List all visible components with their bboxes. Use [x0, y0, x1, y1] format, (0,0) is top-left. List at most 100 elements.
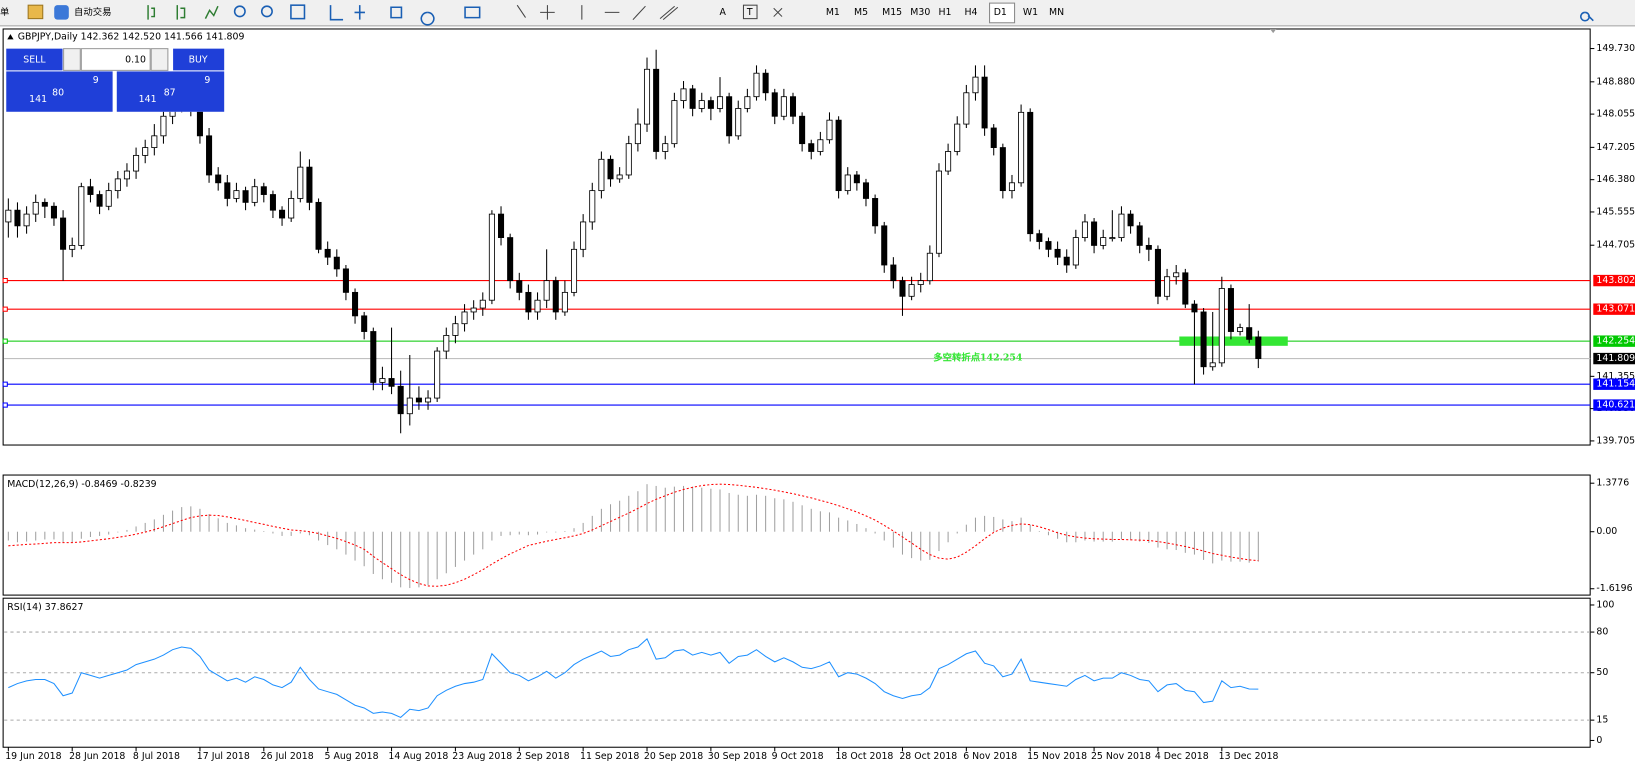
candle-body [689, 88, 696, 109]
candle-body [835, 119, 842, 192]
toolbar: 单 自动交易 A T [0, 0, 1635, 27]
candle-body [1036, 233, 1043, 242]
candle-body [60, 217, 67, 250]
level-label: 141.154 [1596, 379, 1635, 390]
x-tick-label: 15 Nov 2018 [1027, 751, 1087, 762]
x-tick-label: 4 Dec 2018 [1155, 751, 1209, 762]
tile[interactable] [290, 4, 306, 20]
timeframe[interactable]: M5 [854, 7, 868, 18]
candle-body [753, 72, 760, 98]
icon[interactable] [27, 4, 44, 20]
candle-body [379, 378, 386, 383]
zoom-icons[interactable] [233, 4, 481, 26]
zoom-in[interactable] [233, 5, 246, 18]
candle-body [233, 190, 240, 199]
buy-button[interactable] [173, 48, 225, 71]
sell-label[interactable]: SELL [23, 55, 46, 66]
candle-body [744, 96, 751, 109]
candle-body [333, 256, 340, 270]
buy-label[interactable]: BUY [189, 55, 208, 66]
candle-body [570, 248, 578, 293]
icon-group[interactable] [147, 5, 219, 20]
candle-body [1054, 248, 1061, 258]
x-tick-label: 8 Jul 2018 [133, 751, 180, 762]
candle-body [662, 143, 669, 152]
candle-body [552, 280, 559, 313]
lot-value[interactable]: 0.10 [125, 55, 146, 66]
candle-body [388, 378, 395, 387]
candle-body [580, 221, 587, 250]
candle-body [96, 194, 103, 207]
y-tick-label: 146.380 [1596, 174, 1635, 185]
candle-body [1237, 327, 1244, 332]
candle-body [789, 96, 797, 117]
auto-trade[interactable]: 自动交易 [74, 6, 111, 18]
candle-body [1209, 362, 1216, 368]
candle-body [1227, 288, 1234, 332]
menu-fragment[interactable]: 单 [0, 6, 9, 18]
candle-body [1027, 111, 1034, 235]
buy-price-box[interactable] [116, 71, 225, 112]
lot-down[interactable] [63, 48, 81, 71]
candle-body [269, 194, 276, 211]
candle-body [142, 147, 149, 156]
candle-body [935, 170, 943, 254]
timeframe[interactable]: W1 [1023, 7, 1038, 18]
candle-body [999, 147, 1006, 192]
candle-body [981, 76, 988, 129]
candle-body [461, 311, 468, 325]
timeframe[interactable]: MN [1049, 7, 1064, 18]
timeframe[interactable]: H1 [938, 7, 951, 18]
x-tick-label: 28 Jun 2018 [69, 751, 125, 762]
candle-body [151, 135, 158, 148]
text-tool-box[interactable] [742, 4, 758, 20]
candle-body [963, 92, 970, 125]
candle-body [352, 291, 359, 317]
line-tools[interactable] [516, 4, 783, 21]
text-tool[interactable]: A [719, 7, 726, 18]
lot-input[interactable] [80, 48, 151, 71]
indicator-title: MACD(12,26,9) -0.8469 -0.8239 [7, 479, 156, 490]
level-label: 141.809 [1596, 353, 1635, 364]
candle-body [206, 135, 213, 176]
candle-body [534, 299, 541, 313]
candle-body [434, 350, 441, 399]
chart-type-icons[interactable] [147, 5, 219, 20]
icon[interactable] [54, 5, 69, 20]
shift-marker [1270, 28, 1277, 34]
level-label: 143.071 [1596, 304, 1635, 315]
candle-body [561, 291, 568, 313]
timeframe[interactable]: H4 [965, 7, 978, 18]
label-tool[interactable]: T [746, 7, 753, 18]
candle-body [625, 143, 632, 176]
x-tick-label: 30 Sep 2018 [708, 751, 767, 762]
level-label: 140.621 [1596, 400, 1635, 411]
indicator-title: GBPJPY,Daily 142.362 142.520 141.566 141… [18, 32, 245, 43]
sell-price-box[interactable] [6, 71, 113, 112]
level-label: 143.802 [1596, 275, 1635, 286]
candle-body [853, 174, 860, 184]
sell-button[interactable] [6, 48, 63, 71]
timeframe[interactable]: M30 [910, 7, 930, 18]
draw-icons[interactable] [516, 4, 783, 21]
timeframe[interactable]: D1 [994, 7, 1007, 18]
candle-body [425, 397, 432, 403]
candle-body [881, 225, 888, 266]
candle-body [735, 108, 742, 137]
timeframe[interactable]: M15 [882, 7, 902, 18]
candle-body [808, 143, 815, 152]
zoom-out[interactable] [260, 5, 273, 18]
misc-icons[interactable] [329, 5, 481, 26]
candle-body [1173, 272, 1180, 278]
x-tick-label: 6 Nov 2018 [963, 751, 1017, 762]
candle-body [406, 397, 413, 415]
search-icon[interactable] [1580, 11, 1594, 22]
candle-body [114, 178, 121, 192]
candle-body [342, 268, 349, 293]
y-tick-label: 15 [1596, 715, 1608, 726]
candle-body [23, 213, 30, 227]
macd-panel [2, 474, 1591, 596]
timeframe[interactable]: M1 [826, 7, 840, 18]
lot-up[interactable] [150, 48, 169, 71]
candle-body [1127, 213, 1134, 227]
